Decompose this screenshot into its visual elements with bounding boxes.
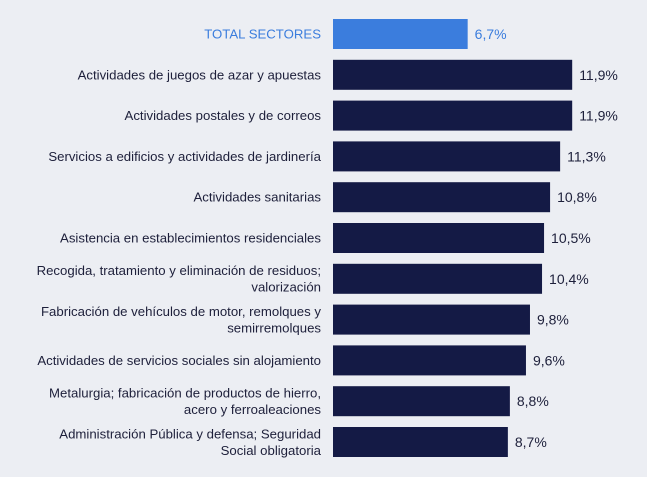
bar — [333, 304, 530, 335]
category-label: Actividades de servicios sociales sin al… — [37, 353, 321, 368]
bar — [333, 141, 561, 172]
bar-total — [333, 19, 468, 49]
value-label: 11,3% — [567, 148, 606, 164]
category-label-line: Servicios a edificios y actividades de j… — [48, 149, 321, 164]
bar — [333, 100, 573, 131]
bar — [333, 427, 508, 457]
value-label: 8,8% — [517, 393, 549, 409]
category-label: Actividades postales y de correos — [125, 108, 322, 123]
category-label-line: Actividades de servicios sociales sin al… — [37, 353, 321, 368]
bar — [333, 345, 526, 376]
category-label-line: Asistencia en establecimientos residenci… — [60, 231, 321, 246]
category-label-line: Actividades sanitarias — [193, 190, 321, 205]
category-label: Fabricación de vehículos de motor, remol… — [41, 304, 321, 336]
value-label: 9,6% — [533, 352, 565, 368]
value-label: 10,5% — [551, 230, 591, 246]
category-label-line: acero y ferroaleaciones — [184, 402, 321, 417]
category-label-line: Metalurgia; fabricación de productos de … — [49, 385, 321, 400]
category-label-line: TOTAL SECTORES — [204, 27, 321, 42]
category-label-line: Administración Pública y defensa; Seguri… — [59, 426, 321, 441]
bar — [333, 263, 543, 294]
bar — [333, 223, 545, 253]
category-label-line: semirremolques — [227, 320, 321, 335]
category-label-line: valorización — [251, 280, 321, 295]
category-label: Recogida, tratamiento y eliminación de r… — [37, 263, 321, 295]
category-label-line: Actividades de juegos de azar y apuestas — [78, 67, 322, 82]
category-label-line: Actividades postales y de correos — [125, 108, 322, 123]
category-label: Asistencia en establecimientos residenci… — [60, 231, 321, 246]
category-label-line: Recogida, tratamiento y eliminación de r… — [37, 263, 321, 278]
category-label: Servicios a edificios y actividades de j… — [48, 149, 321, 164]
category-label: TOTAL SECTORES — [204, 27, 321, 42]
category-label-line: Fabricación de vehículos de motor, remol… — [41, 304, 321, 319]
bar — [333, 386, 510, 417]
value-label: 10,8% — [557, 189, 597, 205]
bar — [333, 182, 551, 213]
value-label: 10,4% — [549, 271, 589, 287]
value-label: 8,7% — [515, 434, 547, 450]
value-label: 11,9% — [579, 108, 618, 124]
value-label: 9,8% — [537, 312, 569, 328]
category-label-line: Social obligatoria — [221, 443, 322, 458]
category-label: Actividades de juegos de azar y apuestas — [78, 67, 322, 82]
bar — [333, 59, 573, 90]
category-label: Administración Pública y defensa; Seguri… — [59, 426, 321, 458]
category-label: Actividades sanitarias — [193, 190, 321, 205]
value-label: 11,9% — [579, 67, 618, 83]
value-label: 6,7% — [475, 26, 507, 42]
category-label: Metalurgia; fabricación de productos de … — [49, 385, 321, 417]
